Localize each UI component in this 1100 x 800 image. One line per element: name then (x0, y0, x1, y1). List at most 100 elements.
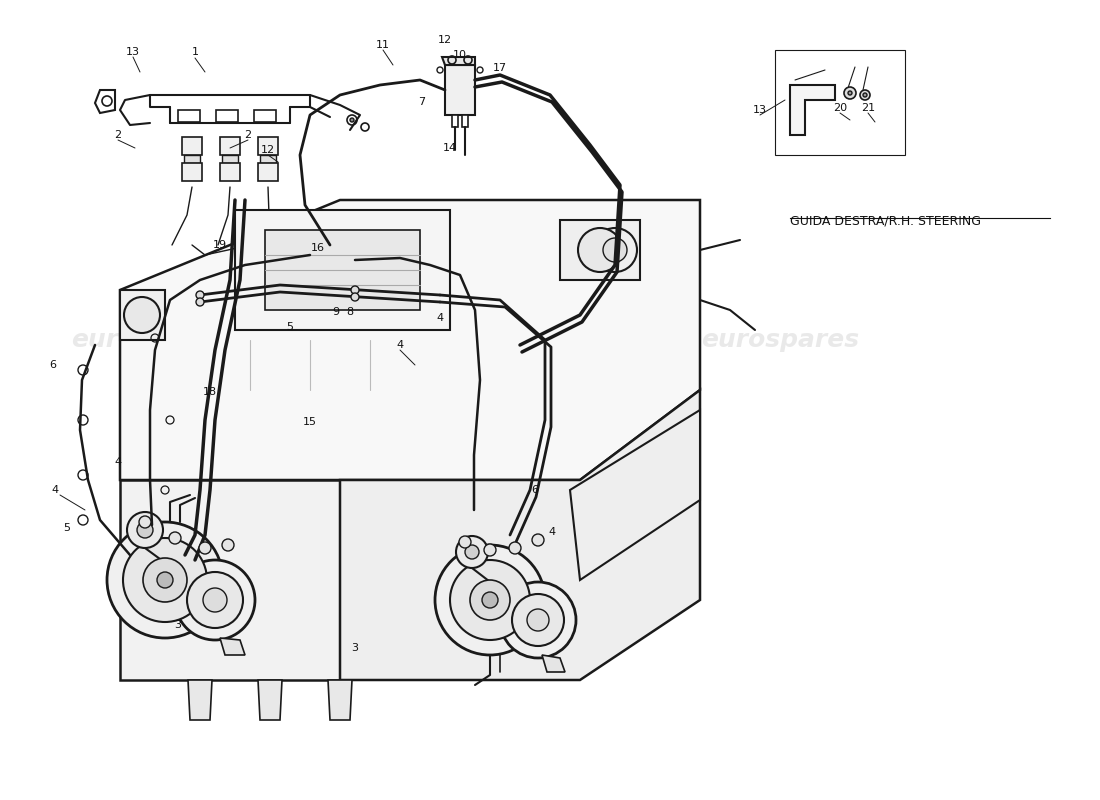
Circle shape (844, 87, 856, 99)
Polygon shape (120, 200, 700, 480)
Text: 5: 5 (64, 523, 70, 533)
Circle shape (139, 516, 151, 528)
Circle shape (456, 536, 488, 568)
Circle shape (196, 291, 204, 299)
Circle shape (175, 560, 255, 640)
Polygon shape (560, 220, 640, 280)
Bar (222, 155, 238, 163)
Bar (258, 163, 278, 181)
Circle shape (434, 545, 544, 655)
Polygon shape (328, 680, 352, 720)
Text: 20: 20 (833, 103, 847, 113)
Text: 12: 12 (438, 35, 452, 45)
Text: 9: 9 (332, 307, 340, 317)
Circle shape (484, 544, 496, 556)
Text: 13: 13 (126, 47, 140, 57)
Text: 17: 17 (493, 63, 507, 73)
Circle shape (603, 238, 627, 262)
Circle shape (465, 545, 478, 559)
Text: 21: 21 (861, 103, 876, 113)
Bar (462, 115, 468, 127)
Bar (184, 155, 200, 163)
Circle shape (222, 539, 234, 551)
Text: 16: 16 (311, 243, 324, 253)
Polygon shape (220, 638, 245, 655)
Text: eurospares: eurospares (451, 328, 609, 352)
Circle shape (351, 286, 359, 294)
Circle shape (138, 522, 153, 538)
Circle shape (864, 93, 867, 97)
Polygon shape (120, 290, 165, 340)
Text: 3: 3 (352, 643, 359, 653)
Bar (220, 163, 240, 181)
Circle shape (169, 532, 182, 544)
Text: GUIDA DESTRA/R.H. STEERING: GUIDA DESTRA/R.H. STEERING (790, 215, 981, 228)
Text: 12: 12 (261, 145, 275, 155)
Circle shape (578, 228, 621, 272)
Text: eurospares: eurospares (70, 328, 229, 352)
Circle shape (848, 91, 852, 95)
Circle shape (593, 228, 637, 272)
Polygon shape (340, 390, 700, 680)
Bar (254, 110, 276, 122)
Circle shape (527, 609, 549, 631)
Text: 15: 15 (302, 417, 317, 427)
Circle shape (157, 572, 173, 588)
Text: 4: 4 (114, 457, 122, 467)
Circle shape (107, 522, 223, 638)
Circle shape (204, 588, 227, 612)
Bar (220, 137, 240, 155)
Text: 19: 19 (213, 240, 227, 250)
Text: 10: 10 (453, 50, 468, 60)
Circle shape (482, 592, 498, 608)
Bar (178, 110, 200, 122)
Bar (182, 163, 202, 181)
Circle shape (199, 542, 211, 554)
Circle shape (860, 90, 870, 100)
Circle shape (123, 538, 207, 622)
Bar (452, 115, 458, 127)
Bar (446, 65, 475, 115)
Circle shape (450, 560, 530, 640)
Text: 8: 8 (346, 307, 353, 317)
Circle shape (196, 298, 204, 306)
Text: 11: 11 (376, 40, 390, 50)
Circle shape (351, 293, 359, 301)
Text: 14: 14 (443, 143, 458, 153)
Text: 7: 7 (418, 97, 426, 107)
Text: 5: 5 (286, 322, 294, 332)
Text: eurospares: eurospares (701, 328, 859, 352)
Polygon shape (570, 410, 700, 580)
Text: 4: 4 (52, 485, 58, 495)
Circle shape (124, 297, 160, 333)
Text: 13: 13 (754, 105, 767, 115)
Circle shape (470, 580, 510, 620)
Circle shape (509, 542, 521, 554)
Circle shape (512, 594, 564, 646)
Bar (260, 155, 276, 163)
Bar (258, 137, 278, 155)
Polygon shape (188, 680, 212, 720)
Text: 4: 4 (437, 313, 443, 323)
Polygon shape (258, 680, 282, 720)
Circle shape (143, 558, 187, 602)
Bar (265, 230, 420, 310)
Text: eurospares: eurospares (451, 558, 609, 582)
Text: 4: 4 (549, 527, 556, 537)
Circle shape (459, 536, 471, 548)
Circle shape (187, 572, 243, 628)
Circle shape (350, 118, 354, 122)
Bar (216, 110, 238, 122)
Text: 6: 6 (50, 360, 56, 370)
Polygon shape (442, 57, 475, 65)
Circle shape (500, 582, 576, 658)
Text: 4: 4 (396, 340, 404, 350)
Circle shape (532, 534, 544, 546)
Polygon shape (235, 210, 450, 330)
Bar (776, 50, 905, 155)
Text: 2: 2 (244, 130, 252, 140)
Bar (182, 137, 202, 155)
Polygon shape (542, 655, 565, 672)
Polygon shape (790, 85, 835, 135)
Polygon shape (120, 480, 340, 680)
